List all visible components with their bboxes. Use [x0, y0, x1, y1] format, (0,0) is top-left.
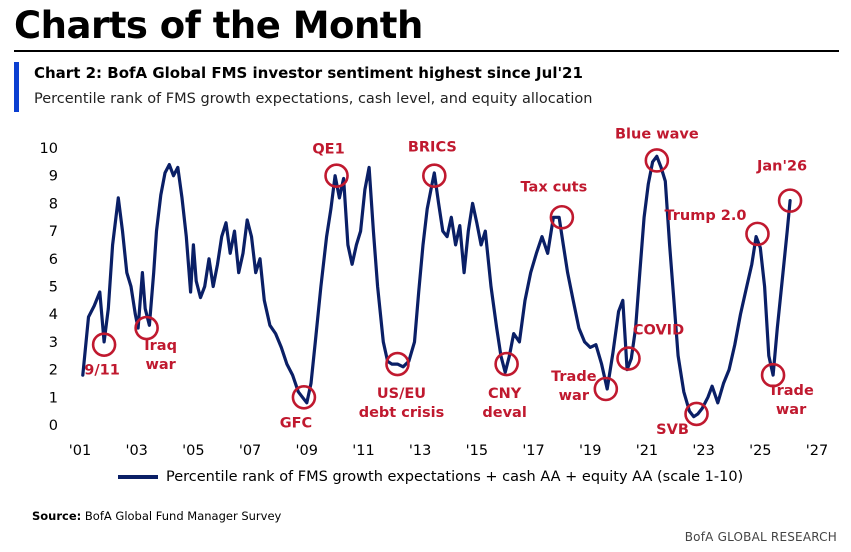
legend-label: Percentile rank of FMS growth expectatio… [166, 469, 744, 485]
annotation-marker [549, 204, 575, 230]
y-tick-label: 9 [49, 169, 58, 185]
source-label: Source: [32, 509, 82, 523]
annotation-marker [134, 315, 159, 341]
legend: Percentile rank of FMS growth expectatio… [118, 469, 743, 485]
chart-title: Chart 2: BofA Global FMS investor sentim… [34, 64, 583, 82]
annotation-label: Jan'26 [756, 159, 807, 175]
annotation-label: COVID [633, 323, 684, 339]
x-tick-label: '27 [806, 443, 828, 459]
annotation-label: Tax cuts [521, 179, 588, 195]
line-chart: 0 1 2 3 4 5 6 7 8 9 10 '01 '03 '05 '07 '09 '11 '13 '15 '17 '… [40, 126, 829, 459]
brand-label: BofA GLOBAL RESEARCH [684, 530, 837, 544]
annotation-label: US/EU debt crisis [359, 386, 445, 421]
x-tick-label: '25 [749, 443, 771, 459]
annotation-label: QE1 [312, 142, 344, 158]
legend-swatch [118, 475, 158, 479]
source-text: BofA Global Fund Manager Survey [84, 509, 282, 523]
annotation-marker [777, 188, 803, 213]
y-tick-label: 0 [49, 418, 58, 434]
y-tick-label: 10 [40, 141, 58, 157]
annotation-marker [91, 332, 117, 357]
annotation-marker [494, 351, 519, 377]
series-line [81, 154, 792, 419]
annotation-label: GFC [280, 415, 312, 431]
x-tick-label: '01 [69, 443, 91, 459]
annotation-marker [644, 148, 670, 173]
annotation-label: CNY deval [482, 386, 526, 421]
annotation-marker [745, 221, 770, 247]
annotation-label: 9/11 [84, 363, 120, 379]
annotation-marker [684, 401, 709, 427]
y-tick-label: 2 [49, 363, 58, 379]
annotation-marker [760, 362, 786, 388]
x-tick-label: '03 [125, 443, 147, 459]
y-tick-label: 5 [49, 280, 58, 296]
chart-subtitle: Percentile rank of FMS growth expectatio… [34, 91, 593, 107]
annotation-label: Blue wave [615, 126, 699, 142]
annotation-marker [422, 163, 447, 188]
x-tick-label: '15 [466, 443, 488, 459]
header-rule [14, 50, 839, 52]
x-tick-label: '05 [182, 443, 204, 459]
y-tick-label: 4 [49, 307, 58, 323]
x-tick-label: '11 [352, 443, 374, 459]
annotation-label: SVB [656, 422, 689, 438]
x-tick-label: '13 [409, 443, 431, 459]
annotation-label: Trade war [551, 369, 597, 404]
annotation-marker [324, 163, 349, 188]
x-tick-label: '07 [239, 443, 261, 459]
annotation-label: Trade war [768, 383, 814, 418]
y-tick-label: 7 [49, 224, 58, 240]
annotation-marker [385, 351, 410, 377]
page-header: Charts of the Month [14, 4, 423, 47]
annotation-label: Trump 2.0 [664, 208, 746, 224]
x-tick-label: '17 [522, 443, 544, 459]
source-note: Source: BofA Global Fund Manager Survey [32, 509, 281, 523]
x-tick-label: '23 [692, 443, 714, 459]
y-tick-label: 1 [49, 390, 58, 406]
y-tick-label: 8 [49, 196, 58, 212]
annotation-label: BRICS [408, 140, 457, 156]
y-tick-label: 6 [49, 252, 58, 268]
x-tick-label: '21 [636, 443, 658, 459]
x-tick-label: '09 [296, 443, 318, 459]
annotation-marker [291, 384, 317, 410]
accent-bar [14, 62, 19, 112]
annotation-marker [616, 346, 641, 371]
annotation-marker [593, 376, 619, 402]
y-tick-label: 3 [49, 335, 58, 351]
annotation-label: Iraq war [144, 338, 177, 373]
x-tick-label: '19 [579, 443, 601, 459]
